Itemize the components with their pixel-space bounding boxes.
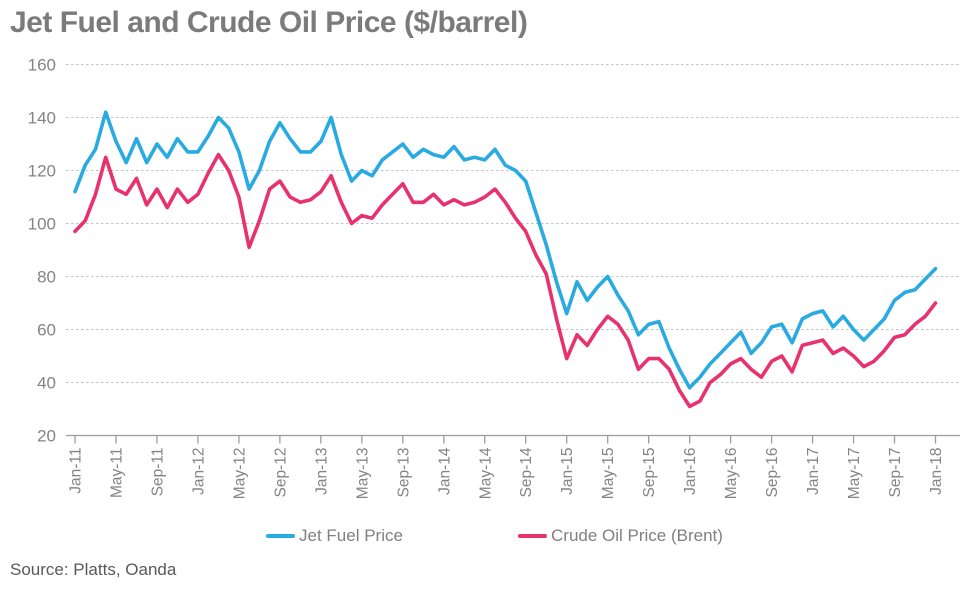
gridlines <box>66 64 960 383</box>
x-tick-label: May-15 <box>600 448 617 500</box>
y-tick-label: 160 <box>28 56 56 75</box>
x-tick-label: Jan-15 <box>559 448 576 495</box>
y-tick-label: 60 <box>37 321 56 340</box>
x-axis-labels: Jan-11 May-11 Sep-11 Jan-12 May-12 Sep-12 Jan-… <box>68 447 946 499</box>
x-tick-label: May-14 <box>477 447 494 499</box>
x-tick-label: Jan-12 <box>190 448 207 495</box>
x-tick-label: Jan-16 <box>682 448 699 495</box>
chart-title: Jet Fuel and Crude Oil Price ($/barrel) <box>10 6 528 39</box>
x-tick-label: Jan-18 <box>928 448 945 495</box>
x-tick-label: Sep-14 <box>518 447 535 497</box>
x-tick-label: Sep-16 <box>764 448 781 498</box>
x-axis <box>66 434 960 444</box>
y-tick-label: 120 <box>28 162 56 181</box>
x-tick-label: Sep-15 <box>641 448 658 498</box>
y-tick-label: 40 <box>37 374 56 393</box>
x-tick-label: Sep-12 <box>272 448 289 498</box>
x-tick-label: Sep-11 <box>149 448 166 497</box>
y-tick-label: 80 <box>37 268 56 287</box>
y-axis-labels: 160 140 120 100 80 60 40 20 <box>28 56 56 446</box>
y-tick-label: 100 <box>28 215 56 234</box>
source-note: Source: Platts, Oanda <box>10 560 177 579</box>
x-tick-label: May-13 <box>354 448 371 500</box>
x-tick-label: May-12 <box>231 448 248 500</box>
x-tick-label: Jan-13 <box>313 448 330 495</box>
x-tick-label: May-16 <box>723 448 740 500</box>
x-tick-label: Jan-11 <box>68 448 85 494</box>
jet-fuel-line <box>73 110 938 390</box>
x-tick-label: Jan-17 <box>805 448 822 495</box>
x-tick-label: May-11 <box>108 448 125 499</box>
x-tick-label: Jan-14 <box>436 447 453 495</box>
y-tick-label: 20 <box>37 427 56 446</box>
crude-oil-line <box>73 152 938 409</box>
x-tick-label: Sep-17 <box>887 448 904 498</box>
y-tick-label: 140 <box>28 109 56 128</box>
x-tick-label: Sep-13 <box>395 448 412 498</box>
x-tick-label: May-17 <box>846 448 863 500</box>
